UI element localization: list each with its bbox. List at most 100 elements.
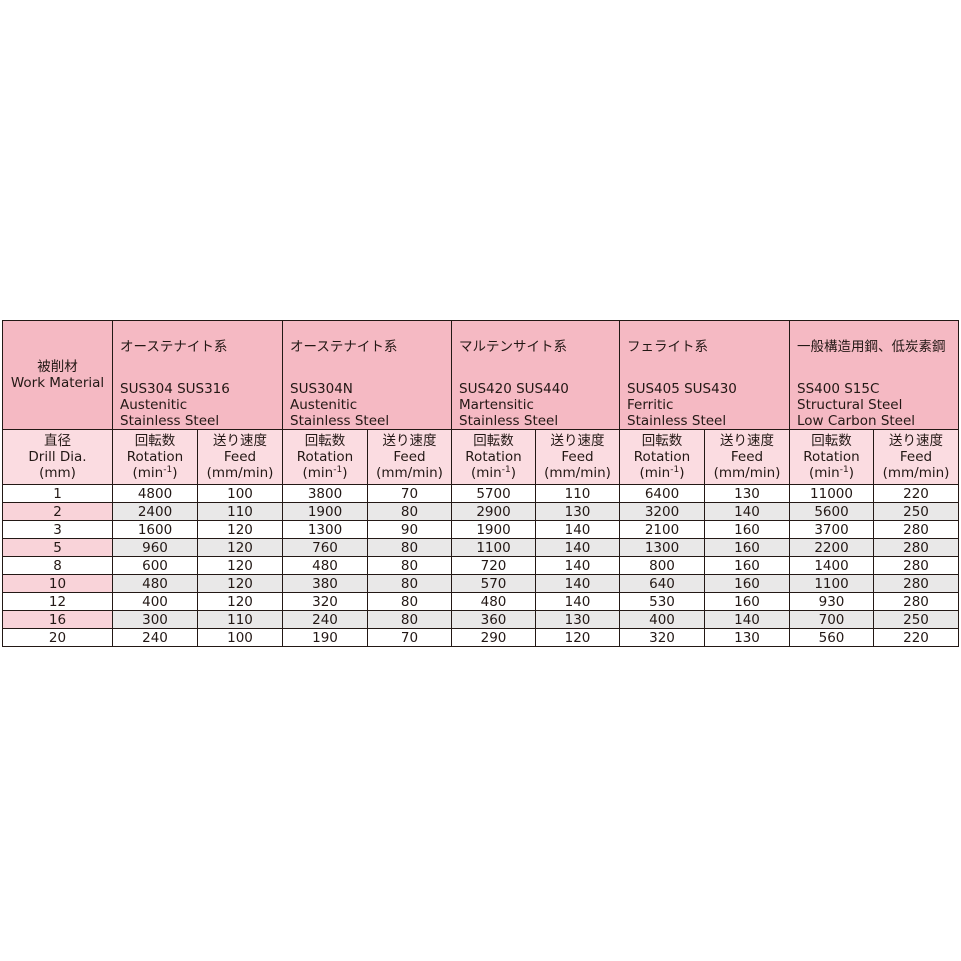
material-line1: Structural Steel — [797, 397, 903, 413]
feed-cell: 140 — [704, 502, 791, 521]
material-code: SUS420 SUS440 — [459, 381, 569, 397]
feed-unit: (mm/min) — [882, 465, 950, 481]
rotation-cell: 480 — [451, 592, 537, 611]
feed-cell: 160 — [704, 520, 791, 539]
rotation-unit-base: (min — [809, 465, 840, 481]
feed-cell: 140 — [535, 592, 621, 611]
material-code: SUS405 SUS430 — [627, 381, 737, 397]
feed-cell: 280 — [873, 574, 960, 593]
rotation-cell: 240 — [282, 610, 368, 629]
feed-cell: 280 — [873, 556, 960, 575]
rotation-cell: 2200 — [789, 538, 875, 557]
rotation-unit: (min-1) — [791, 465, 873, 481]
rotation-unit: (min-1) — [621, 465, 704, 481]
rotation-header: 回転数 Rotation (min-1) — [789, 429, 875, 485]
drill-dia-cell: 12 — [2, 592, 113, 611]
rotation-jp: 回転数 — [304, 433, 346, 449]
feed-jp: 送り速度 — [213, 433, 267, 449]
material-code: SUS304N — [290, 381, 353, 397]
table-row: 12 400 120 320 80 480 140 530 160 930 280 — [2, 592, 960, 611]
feed-unit: (mm/min) — [713, 465, 781, 481]
table-row: 8 600 120 480 80 720 140 800 160 1400 280 — [2, 556, 960, 575]
feed-cell: 80 — [366, 538, 453, 557]
feed-en: Feed — [223, 449, 257, 465]
rotation-cell: 3200 — [619, 502, 706, 521]
rotation-cell: 240 — [112, 628, 198, 647]
drill-dia-cell: 1 — [2, 484, 113, 503]
table-row: 2 2400 110 1900 80 2900 130 3200 140 5600 250 — [2, 502, 960, 521]
feed-cell: 140 — [535, 538, 621, 557]
rotation-cell: 1400 — [789, 556, 875, 575]
rotation-cell: 3800 — [282, 484, 368, 503]
drill-dia-unit: (mm) — [39, 465, 76, 481]
material-header: 一般構造用鋼、低炭素鋼 SS400 S15C Structural Steel Low… — [789, 320, 960, 430]
drill-dia-cell: 3 — [2, 520, 113, 539]
drill-dia-cell: 10 — [2, 574, 113, 593]
rotation-unit-close: ) — [679, 465, 685, 481]
feed-en: Feed — [730, 449, 764, 465]
rotation-jp: 回転数 — [641, 433, 683, 449]
material-line2: Stainless Steel — [290, 413, 390, 429]
drill-dia-jp: 直径 — [44, 433, 71, 449]
rotation-unit-exp: -1 — [501, 465, 511, 475]
feed-cell: 80 — [366, 592, 453, 611]
feed-cell: 220 — [873, 628, 960, 647]
rotation-cell: 960 — [112, 538, 198, 557]
feed-cell: 110 — [197, 502, 283, 521]
rotation-unit-base: (min — [471, 465, 502, 481]
rotation-en: Rotation — [633, 449, 691, 465]
feed-unit: (mm/min) — [544, 465, 611, 481]
material-jp-name: オーステナイト系 — [290, 339, 398, 355]
rotation-header: 回転数 Rotation (min-1) — [619, 429, 706, 485]
feed-cell: 160 — [704, 538, 791, 557]
rotation-header: 回転数 Rotation (min-1) — [112, 429, 198, 485]
material-header: フェライト系 SUS405 SUS430 Ferritic Stainless Ste… — [619, 320, 791, 430]
work-material-jp: 被削材 — [37, 359, 78, 375]
feed-cell: 120 — [197, 592, 283, 611]
feed-cell: 130 — [704, 628, 791, 647]
rotation-cell: 700 — [789, 610, 875, 629]
rotation-cell: 1900 — [282, 502, 368, 521]
work-material-label: 被削材 Work Material — [2, 320, 113, 430]
feed-cell: 140 — [535, 574, 621, 593]
rotation-unit-base: (min — [639, 465, 671, 481]
rotation-unit-exp: -1 — [670, 465, 680, 475]
feed-cell: 100 — [197, 484, 283, 503]
feed-unit: (mm/min) — [376, 465, 443, 481]
rotation-unit-close: ) — [172, 465, 178, 481]
material-line1: Austenitic — [290, 397, 358, 413]
feed-cell: 100 — [197, 628, 283, 647]
rotation-unit-close: ) — [848, 465, 855, 481]
feed-header: 送り速度 Feed (mm/min) — [704, 429, 791, 485]
feed-jp: 送り速度 — [382, 433, 437, 449]
rotation-cell: 11000 — [789, 484, 875, 503]
feed-cell: 120 — [197, 520, 283, 539]
drill-dia-header: 直径 Drill Dia. (mm) — [2, 429, 113, 485]
rotation-cell: 380 — [282, 574, 368, 593]
rotation-unit-exp: -1 — [839, 465, 849, 475]
material-line2: Stainless Steel — [459, 413, 559, 429]
material-line1: Martensitic — [459, 397, 534, 413]
rotation-unit: (min-1) — [114, 465, 197, 481]
table-row: 20 240 100 190 70 290 120 320 130 560 220 — [2, 628, 960, 647]
material-line1: Ferritic — [627, 397, 674, 413]
feed-jp: 送り速度 — [889, 433, 944, 449]
table-row: 10 480 120 380 80 570 140 640 160 1100 280 — [2, 574, 960, 593]
material-line1: Austenitic — [120, 397, 188, 413]
feed-en: Feed — [899, 449, 933, 465]
feed-header: 送り速度 Feed (mm/min) — [535, 429, 621, 485]
rotation-cell: 2900 — [451, 502, 537, 521]
material-code: SUS304 SUS316 — [120, 381, 230, 397]
rotation-cell: 5600 — [789, 502, 875, 521]
rotation-en: Rotation — [126, 449, 184, 465]
feed-jp: 送り速度 — [720, 433, 775, 449]
material-jp-name: マルテンサイト系 — [459, 339, 568, 355]
feed-cell: 130 — [535, 610, 621, 629]
drill-dia-cell: 2 — [2, 502, 113, 521]
feed-cell: 140 — [704, 610, 791, 629]
feed-cell: 110 — [197, 610, 283, 629]
rotation-unit: (min-1) — [284, 465, 367, 481]
material-line2: Low Carbon Steel — [797, 413, 916, 429]
feed-cell: 160 — [704, 574, 791, 593]
feed-cell: 160 — [704, 592, 791, 611]
